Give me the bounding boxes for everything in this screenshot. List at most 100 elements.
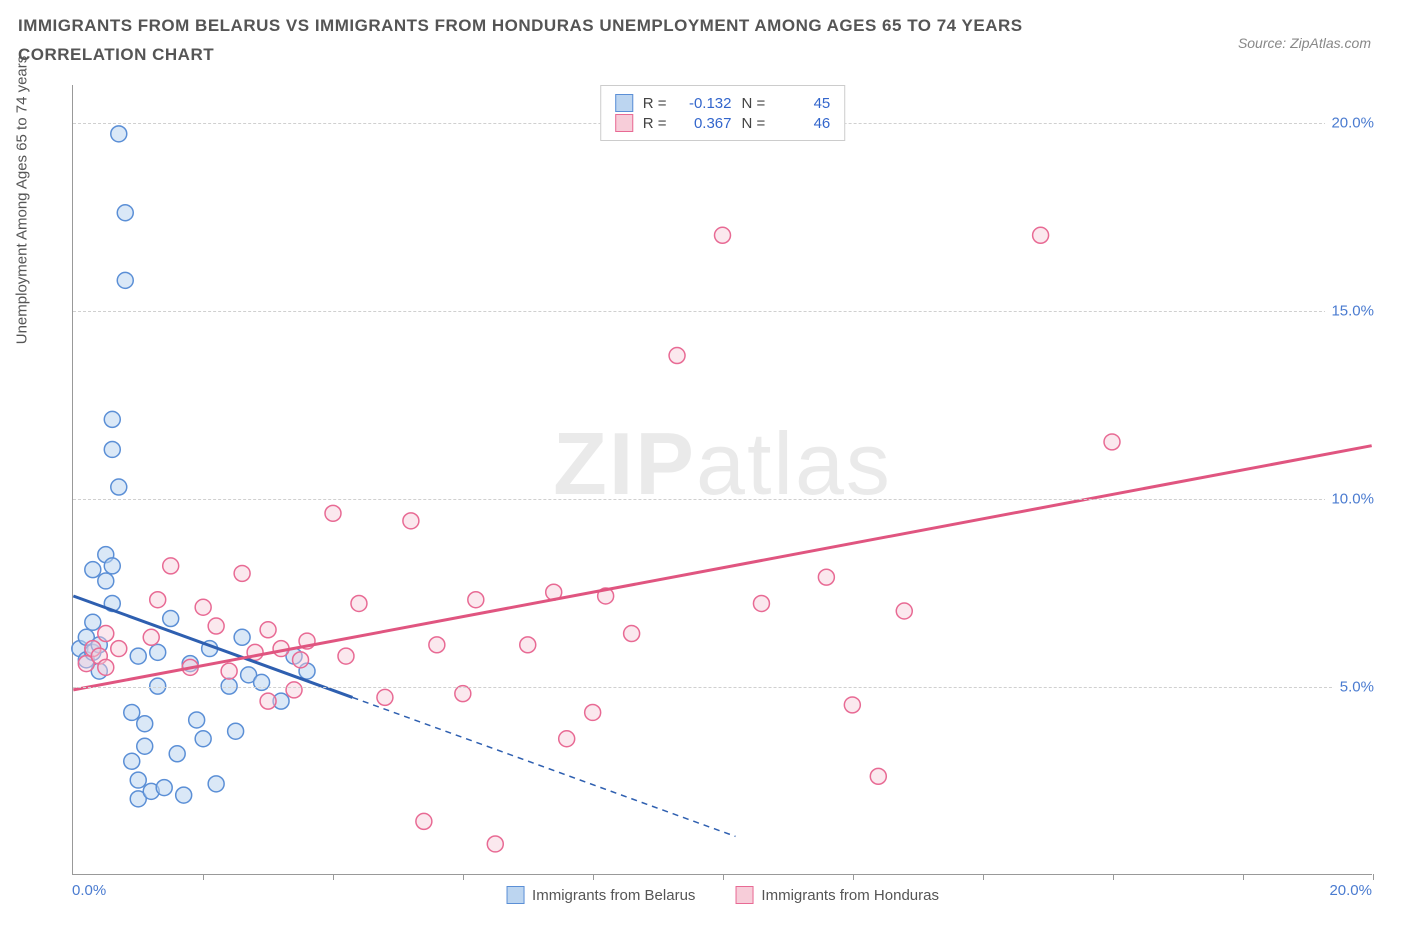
scatter-point-belarus	[111, 479, 127, 495]
scatter-point-honduras	[377, 689, 393, 705]
scatter-point-honduras	[715, 227, 731, 243]
scatter-point-honduras	[818, 569, 834, 585]
legend-label-belarus: Immigrants from Belarus	[532, 887, 695, 904]
chart-title: IMMIGRANTS FROM BELARUS VS IMMIGRANTS FR…	[18, 12, 1118, 70]
scatter-point-belarus	[208, 776, 224, 792]
scatter-point-belarus	[163, 611, 179, 627]
scatter-point-honduras	[669, 348, 685, 364]
legend-stats-row-honduras: R = 0.367 N = 46	[615, 114, 831, 132]
scatter-point-honduras	[208, 618, 224, 634]
legend-swatch-honduras	[615, 114, 633, 132]
x-tick	[593, 874, 594, 880]
source-label: Source: ZipAtlas.com	[1238, 35, 1371, 51]
x-tick	[1113, 874, 1114, 880]
scatter-point-honduras	[98, 659, 114, 675]
scatter-point-honduras	[260, 693, 276, 709]
scatter-point-honduras	[143, 629, 159, 645]
scatter-point-honduras	[487, 836, 503, 852]
scatter-point-honduras	[416, 813, 432, 829]
scatter-point-honduras	[585, 704, 601, 720]
legend-swatch-belarus	[506, 886, 524, 904]
scatter-point-honduras	[325, 505, 341, 521]
legend-swatch-honduras	[735, 886, 753, 904]
legend-stats: R = -0.132 N = 45 R = 0.367 N = 46	[600, 85, 846, 141]
scatter-point-honduras	[429, 637, 445, 653]
legend-stats-row-belarus: R = -0.132 N = 45	[615, 94, 831, 112]
n-label: N =	[742, 95, 766, 112]
scatter-point-belarus	[150, 644, 166, 660]
n-label: N =	[742, 115, 766, 132]
gridline	[73, 499, 1372, 500]
scatter-point-belarus	[195, 731, 211, 747]
trendline-belarus-dash	[352, 697, 735, 836]
x-tick	[333, 874, 334, 880]
scatter-point-honduras	[111, 641, 127, 657]
scatter-point-honduras	[455, 686, 471, 702]
r-value-belarus: -0.132	[677, 95, 732, 112]
scatter-point-belarus	[85, 614, 101, 630]
scatter-point-honduras	[1033, 227, 1049, 243]
scatter-point-honduras	[150, 592, 166, 608]
scatter-point-belarus	[169, 746, 185, 762]
scatter-point-honduras	[520, 637, 536, 653]
scatter-point-belarus	[156, 780, 172, 796]
x-tick	[983, 874, 984, 880]
scatter-point-belarus	[124, 704, 140, 720]
scatter-point-belarus	[104, 558, 120, 574]
y-tick-label: 15.0%	[1325, 302, 1374, 319]
gridline	[73, 687, 1372, 688]
chart-svg	[73, 85, 1372, 874]
scatter-point-belarus	[137, 716, 153, 732]
scatter-point-belarus	[234, 629, 250, 645]
trendline-honduras	[73, 446, 1371, 690]
scatter-point-honduras	[260, 622, 276, 638]
legend-series: Immigrants from Belarus Immigrants from …	[506, 886, 939, 904]
y-axis-label: Unemployment Among Ages 65 to 74 years	[14, 56, 31, 345]
scatter-point-belarus	[189, 712, 205, 728]
scatter-point-honduras	[624, 626, 640, 642]
x-tick	[723, 874, 724, 880]
scatter-point-honduras	[468, 592, 484, 608]
scatter-point-belarus	[124, 753, 140, 769]
scatter-point-belarus	[254, 674, 270, 690]
scatter-point-honduras	[163, 558, 179, 574]
scatter-point-belarus	[98, 573, 114, 589]
scatter-point-belarus	[176, 787, 192, 803]
scatter-point-belarus	[85, 562, 101, 578]
scatter-point-honduras	[338, 648, 354, 664]
y-tick-label: 5.0%	[1334, 678, 1374, 695]
scatter-point-honduras	[559, 731, 575, 747]
r-label: R =	[643, 115, 667, 132]
plot-area: ZIPatlas R = -0.132 N = 45 R = 0.367 N =…	[72, 85, 1372, 875]
scatter-point-belarus	[117, 205, 133, 221]
scatter-point-belarus	[117, 272, 133, 288]
scatter-point-honduras	[286, 682, 302, 698]
scatter-point-belarus	[104, 441, 120, 457]
scatter-point-honduras	[98, 626, 114, 642]
scatter-point-belarus	[137, 738, 153, 754]
scatter-point-belarus	[104, 411, 120, 427]
scatter-point-honduras	[870, 768, 886, 784]
scatter-point-belarus	[130, 772, 146, 788]
scatter-point-honduras	[753, 595, 769, 611]
legend-item-belarus: Immigrants from Belarus	[506, 886, 695, 904]
x-tick	[853, 874, 854, 880]
n-value-honduras: 46	[775, 115, 830, 132]
legend-label-honduras: Immigrants from Honduras	[761, 887, 939, 904]
x-axis-min-label: 0.0%	[72, 882, 106, 899]
scatter-point-honduras	[403, 513, 419, 529]
scatter-point-honduras	[351, 595, 367, 611]
scatter-point-honduras	[293, 652, 309, 668]
scatter-point-belarus	[228, 723, 244, 739]
scatter-point-belarus	[130, 648, 146, 664]
x-tick	[1243, 874, 1244, 880]
scatter-point-honduras	[234, 565, 250, 581]
legend-item-honduras: Immigrants from Honduras	[735, 886, 939, 904]
x-tick	[203, 874, 204, 880]
scatter-point-honduras	[221, 663, 237, 679]
r-label: R =	[643, 95, 667, 112]
scatter-point-honduras	[195, 599, 211, 615]
scatter-point-honduras	[1104, 434, 1120, 450]
scatter-point-belarus	[111, 126, 127, 142]
scatter-point-honduras	[844, 697, 860, 713]
